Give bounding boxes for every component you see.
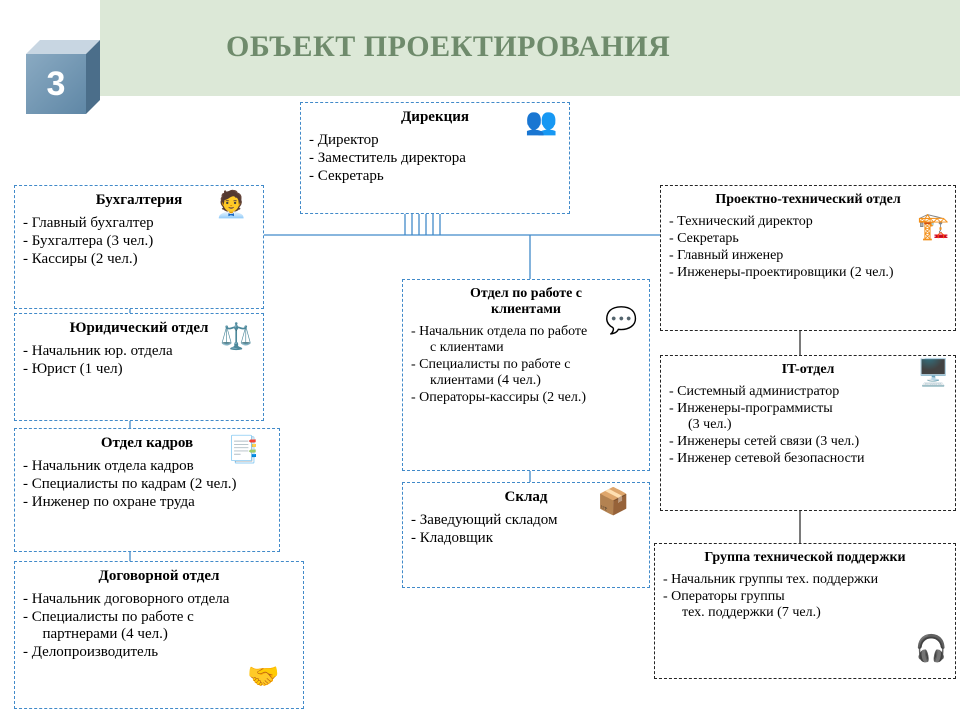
node-item: Инженеры-проектировщики (2 чел.): [669, 265, 947, 281]
node-hr: Отдел кадровНачальник отдела кадровСпеци…: [14, 428, 280, 552]
node-item: Секретарь: [309, 168, 561, 185]
node-item: Делопроизводитель: [23, 644, 295, 661]
node-item: Специалисты по работе с: [411, 357, 641, 373]
page-title: ОБЪЕКТ ПРОЕКТИРОВАНИЯ: [226, 30, 670, 64]
node-item: с клиентами: [411, 340, 641, 356]
root-icon: 👥: [525, 109, 557, 135]
node-items: Начальник группы тех. поддержкиОператоры…: [663, 572, 947, 621]
node-items: ДиректорЗаместитель директораСекретарь: [309, 132, 561, 185]
contracts-icon: 🤝: [247, 664, 279, 690]
node-item: Секретарь: [669, 231, 947, 247]
node-it: IT-отдел Системный администраторИнженеры-…: [660, 355, 956, 511]
node-support: Группа технической поддержки Начальник гр…: [654, 543, 956, 679]
node-title: Дирекция: [309, 109, 561, 126]
node-item: Технический директор: [669, 214, 947, 230]
node-contracts: Договорной отдел Начальник договорного от…: [14, 561, 304, 709]
node-title: Группа технической поддержки: [663, 550, 947, 566]
node-item: тех. поддержки (7 чел.): [663, 605, 947, 621]
node-items: Технический директорСекретарьГлавный инж…: [669, 214, 947, 281]
node-title: Проектно-технический отдел: [669, 192, 947, 208]
node-item: Инженер сетевой безопасности: [669, 451, 947, 467]
cube-front: 3: [26, 54, 86, 114]
node-item: Операторы-кассиры (2 чел.): [411, 390, 641, 406]
node-item: Заместитель директора: [309, 150, 561, 167]
it-icon: 🖥️: [917, 360, 949, 386]
node-items: Начальник отдела по работе с клиентамиСп…: [411, 324, 641, 406]
cube-side: [86, 40, 100, 114]
slide-number: 3: [47, 65, 66, 104]
node-title: IT-отдел: [669, 362, 947, 378]
hr-icon: 📑: [227, 437, 259, 463]
clients-icon: 💬: [605, 308, 637, 334]
node-title: Договорной отдел: [23, 568, 295, 585]
warehouse-icon: 📦: [597, 489, 629, 515]
node-item: Юрист (1 чел): [23, 361, 255, 378]
node-item: Инженеры-программисты: [669, 401, 947, 417]
node-root: Дирекция ДиректорЗаместитель директораСек…: [300, 102, 570, 214]
node-item: Кассиры (2 чел.): [23, 251, 255, 268]
node-items: Главный бухгалтерБухгалтера (3 чел.)Касс…: [23, 215, 255, 268]
node-warehouse: СкладЗаведующий складомКладовщик📦: [402, 482, 650, 588]
node-clients: Отдел по работе склиентамиНачальник отде…: [402, 279, 650, 471]
node-item: Инженер по охране труда: [23, 494, 271, 511]
node-item: клиентами (4 чел.): [411, 373, 641, 389]
node-items: Начальник отдела кадровСпециалисты по ка…: [23, 458, 271, 511]
accounting-icon: 🧑‍💼: [215, 192, 247, 218]
node-items: Заведующий складомКладовщик: [411, 512, 641, 547]
node-item: (3 чел.): [669, 417, 947, 433]
support-icon: 🎧: [915, 636, 947, 662]
node-legal: Юридический отделНачальник юр. отделаЮри…: [14, 313, 264, 421]
node-item: Бухгалтера (3 чел.): [23, 233, 255, 250]
node-item: Кладовщик: [411, 530, 641, 547]
node-item: Директор: [309, 132, 561, 149]
node-item: Специалисты по работе с: [23, 609, 295, 626]
node-item: Специалисты по кадрам (2 чел.): [23, 476, 271, 493]
node-item: Операторы группы: [663, 589, 947, 605]
node-items: Начальник договорного отделаСпециалисты …: [23, 591, 295, 661]
node-item: Системный администратор: [669, 384, 947, 400]
node-item: Главный инженер: [669, 248, 947, 264]
org-chart-canvas: { "slide": { "number": "3", "title": "ОБ…: [0, 0, 960, 720]
node-accounting: БухгалтерияГлавный бухгалтерБухгалтера (…: [14, 185, 264, 309]
node-tech: Проектно-технический отдел Технический ди…: [660, 185, 956, 331]
legal-icon: ⚖️: [220, 324, 252, 350]
node-item: Инженеры сетей связи (3 чел.): [669, 434, 947, 450]
node-items: Системный администраторИнженеры-программ…: [669, 384, 947, 467]
node-item: партнерами (4 чел.): [23, 626, 295, 643]
node-item: Начальник договорного отдела: [23, 591, 295, 608]
slide-number-cube: 3: [26, 40, 100, 114]
node-item: Начальник группы тех. поддержки: [663, 572, 947, 588]
tech-icon: 🏗️: [917, 214, 949, 240]
